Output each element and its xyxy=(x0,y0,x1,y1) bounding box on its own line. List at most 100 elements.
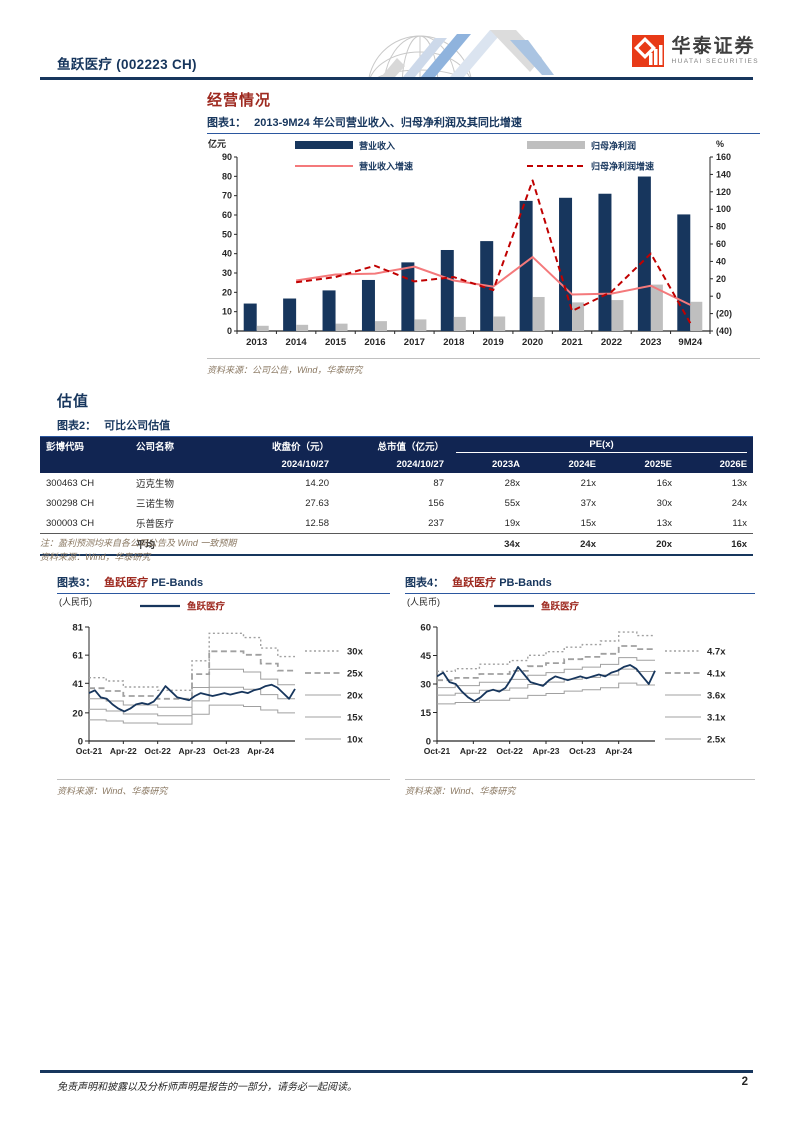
svg-text:(人民币): (人民币) xyxy=(407,597,440,607)
svg-text:0: 0 xyxy=(716,291,721,301)
svg-text:归母净利润增速: 归母净利润增速 xyxy=(591,161,654,172)
svg-text:80: 80 xyxy=(716,222,726,232)
svg-text:2014: 2014 xyxy=(286,337,308,348)
svg-text:(20): (20) xyxy=(716,309,732,319)
svg-text:10: 10 xyxy=(222,307,232,317)
cell: 300463 CH xyxy=(46,477,95,489)
cell: 16x xyxy=(656,477,672,489)
svg-text:20: 20 xyxy=(72,708,83,719)
band-30x xyxy=(89,632,295,691)
cell: 34x xyxy=(450,533,526,556)
svg-text:30x: 30x xyxy=(347,647,364,658)
svg-text:25x: 25x xyxy=(347,669,364,680)
footer-disclaimer: 免责声明和披露以及分析师声明是报告的一部分，请务必一起阅读。 xyxy=(57,1082,357,1093)
svg-text:2020: 2020 xyxy=(522,337,543,348)
svg-text:2017: 2017 xyxy=(404,337,425,348)
svg-text:40: 40 xyxy=(222,249,232,259)
svg-text:Apr-22: Apr-22 xyxy=(460,746,487,756)
svg-text:2019: 2019 xyxy=(483,337,504,348)
cell: 156 xyxy=(428,497,444,509)
svg-text:3.1x: 3.1x xyxy=(707,713,726,724)
svg-text:归母净利润: 归母净利润 xyxy=(591,140,636,151)
svg-text:0: 0 xyxy=(426,737,431,748)
cell: 30x xyxy=(656,497,672,509)
svg-text:Oct-23: Oct-23 xyxy=(213,746,240,756)
line-2 xyxy=(295,256,691,306)
huatai-logo-icon xyxy=(631,35,664,67)
svg-text:2.5x: 2.5x xyxy=(707,735,726,746)
svg-text:90: 90 xyxy=(222,152,232,162)
section-title-operations: 经营情况 xyxy=(207,92,272,109)
footer-divider xyxy=(40,1070,753,1073)
col-mktcap: 总市值（亿元） xyxy=(335,437,450,455)
svg-text:营业收入增速: 营业收入增速 xyxy=(359,161,413,172)
band-15x xyxy=(89,686,295,717)
svg-text:Oct-21: Oct-21 xyxy=(76,746,103,756)
cell xyxy=(40,533,130,556)
svg-text:鱼跃医疗: 鱼跃医疗 xyxy=(541,601,580,613)
fig3-label: 图表3： xyxy=(57,577,97,589)
svg-text:60: 60 xyxy=(222,210,232,220)
svg-text:20x: 20x xyxy=(347,691,364,702)
svg-text:2013: 2013 xyxy=(246,337,267,348)
band-3.1x xyxy=(437,668,655,696)
fig3-title: 图表3： 鱼跃医疗 PE-Bands xyxy=(57,574,390,594)
svg-text:40: 40 xyxy=(716,256,726,266)
cell: 16x xyxy=(678,533,754,556)
svg-text:30: 30 xyxy=(222,268,232,278)
header-divider xyxy=(40,77,753,80)
col-company: 公司名称 xyxy=(130,437,235,455)
fig1-source: 资料来源：公司公告，Wind，华泰研究 xyxy=(207,358,760,376)
cell: 28x xyxy=(504,477,520,489)
band-3.6x xyxy=(437,657,655,689)
svg-text:160: 160 xyxy=(716,152,731,162)
svg-text:60: 60 xyxy=(716,239,726,249)
svg-text:2018: 2018 xyxy=(443,337,464,348)
price-line xyxy=(88,683,296,713)
table-note: 注：盈利预测均来自各公司公告及 Wind 一致预期 xyxy=(40,538,237,548)
svg-text:(40): (40) xyxy=(716,326,732,336)
table-subheader-row: 2024/10/27 2024/10/27 2023A 2024E 2025E … xyxy=(40,455,754,473)
pb-bands-chart: (人民币) 鱼跃医疗 0 15 30 45 60 Oct-21 Apr-22 Oct-22 Apr-… xyxy=(407,597,726,756)
cell: 11x xyxy=(732,517,748,529)
cell: 21x xyxy=(580,477,596,489)
svg-text:120: 120 xyxy=(716,187,731,197)
comparable-valuation-table: 彭博代码 公司名称 收盘价（元） 总市值（亿元） PE(x) 2024/10/2… xyxy=(40,437,754,556)
svg-text:(人民币): (人民币) xyxy=(59,597,92,607)
table-average-row: 平均 34x 24x 20x 16x xyxy=(40,533,754,556)
line-3 xyxy=(295,179,692,324)
cell: 37x xyxy=(580,497,596,509)
svg-text:2023: 2023 xyxy=(640,337,661,348)
table-row: 300463 CH 迈克生物 14.20 87 28x 21x 16x 13x xyxy=(40,473,753,493)
cell: 13x xyxy=(656,517,672,529)
cell: 12.58 xyxy=(305,517,329,529)
svg-text:10x: 10x xyxy=(347,735,364,746)
cell: 平均 xyxy=(130,533,235,556)
cell: 20x xyxy=(602,533,678,556)
cell: 300003 CH xyxy=(46,517,95,529)
svg-text:61: 61 xyxy=(72,651,83,662)
cell xyxy=(335,533,450,556)
pe-2023a: 2023A xyxy=(450,455,526,473)
brand-logo: 华泰证券 HUATAI SECURITIES xyxy=(631,35,759,67)
cell: 迈克生物 xyxy=(136,479,175,490)
band-20x xyxy=(89,668,295,708)
svg-text:3.6x: 3.6x xyxy=(707,691,726,702)
svg-text:2022: 2022 xyxy=(601,337,622,348)
svg-text:2016: 2016 xyxy=(364,337,385,348)
cell: 三诺生物 xyxy=(136,499,175,510)
pe-2026e: 2026E xyxy=(678,455,754,473)
section-title-valuation: 估值 xyxy=(57,393,90,410)
page-number: 2 xyxy=(741,1076,748,1088)
svg-text:20: 20 xyxy=(222,287,232,297)
fig2-label: 图表2： xyxy=(57,420,97,432)
brand-name-cn: 华泰证券 xyxy=(671,36,756,57)
band-25x xyxy=(89,650,295,700)
svg-text:亿元: 亿元 xyxy=(208,138,226,149)
svg-text:41: 41 xyxy=(72,679,83,690)
svg-text:Oct-23: Oct-23 xyxy=(569,746,596,756)
svg-text:Apr-24: Apr-24 xyxy=(247,746,274,756)
cell: 27.63 xyxy=(305,497,329,509)
table-row: 300298 CH 三诺生物 27.63 156 55x 37x 30x 24x xyxy=(40,493,753,513)
